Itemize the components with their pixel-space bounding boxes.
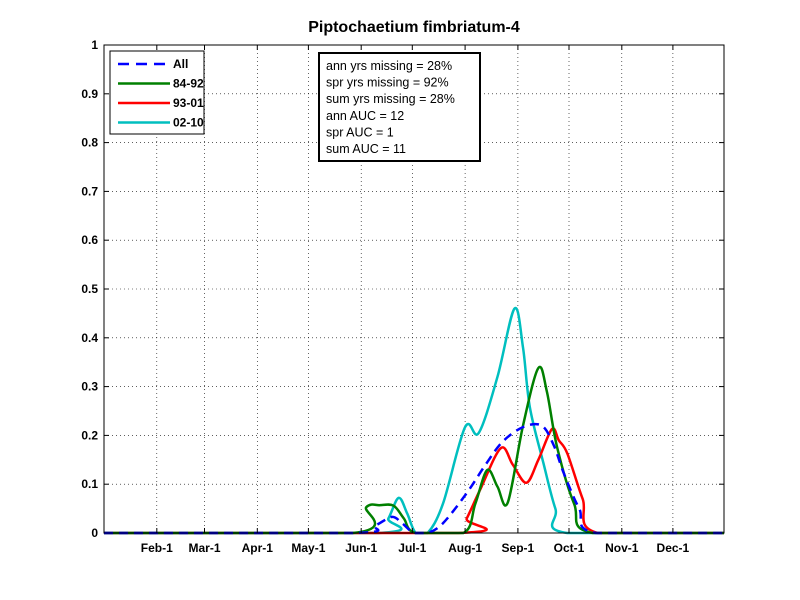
x-tick-label: Jul-1	[398, 541, 426, 555]
series-line-All	[104, 422, 724, 535]
series-line-84-92	[104, 365, 724, 535]
x-tick-label: Nov-1	[605, 541, 639, 555]
annotation-line: sum AUC = 11	[326, 142, 406, 156]
x-tick-label: Sep-1	[502, 541, 535, 555]
legend-label: All	[173, 57, 188, 71]
x-tick-label: Dec-1	[657, 541, 690, 555]
y-tick-label: 0.1	[81, 477, 98, 491]
x-tick-label: May-1	[291, 541, 325, 555]
x-tick-label: Jun-1	[345, 541, 377, 555]
legend-label: 93-01	[173, 96, 204, 110]
y-tick-label: 0.2	[81, 428, 98, 442]
x-tick-label: Aug-1	[448, 541, 482, 555]
chart-title: Piptochaetium fimbriatum-4	[308, 19, 520, 36]
y-tick-label: 0.5	[81, 282, 98, 296]
x-tick-label: Oct-1	[554, 541, 585, 555]
annotation-line: spr yrs missing = 92%	[326, 76, 449, 90]
x-tick-label: Apr-1	[242, 541, 274, 555]
y-tick-label: 0.3	[81, 380, 98, 394]
y-tick-label: 0.4	[81, 331, 98, 345]
legend-label: 84-92	[173, 77, 204, 91]
annotation-line: spr AUC = 1	[326, 125, 394, 139]
annotation-line: sum yrs missing = 28%	[326, 92, 455, 106]
y-tick-label: 0	[91, 526, 98, 540]
legend-label: 02-10	[173, 116, 204, 130]
series-line-93-01	[104, 427, 724, 535]
y-tick-label: 0.9	[81, 87, 98, 101]
series-line-02-10	[104, 306, 724, 535]
x-tick-label: Feb-1	[141, 541, 173, 555]
annotation-line: ann yrs missing = 28%	[326, 59, 452, 73]
y-tick-label: 1	[91, 38, 98, 52]
annotation-line: ann AUC = 12	[326, 109, 404, 123]
y-tick-label: 0.8	[81, 136, 98, 150]
y-tick-label: 0.6	[81, 233, 98, 247]
grid	[104, 45, 724, 533]
legend: All 84-92 93-01 02-10	[109, 50, 205, 135]
axis-ticks: Feb-1 Mar-1 Apr-1 May-1 Jun-1 Jul-1 Aug-1 Sep-1…	[81, 38, 724, 555]
annotation-frame	[318, 52, 481, 162]
x-tick-label: Mar-1	[188, 541, 220, 555]
y-tick-label: 0.7	[81, 184, 98, 198]
annotation-box: ann yrs missing = 28% spr yrs missing = 9…	[318, 52, 481, 162]
series-group	[104, 306, 724, 535]
